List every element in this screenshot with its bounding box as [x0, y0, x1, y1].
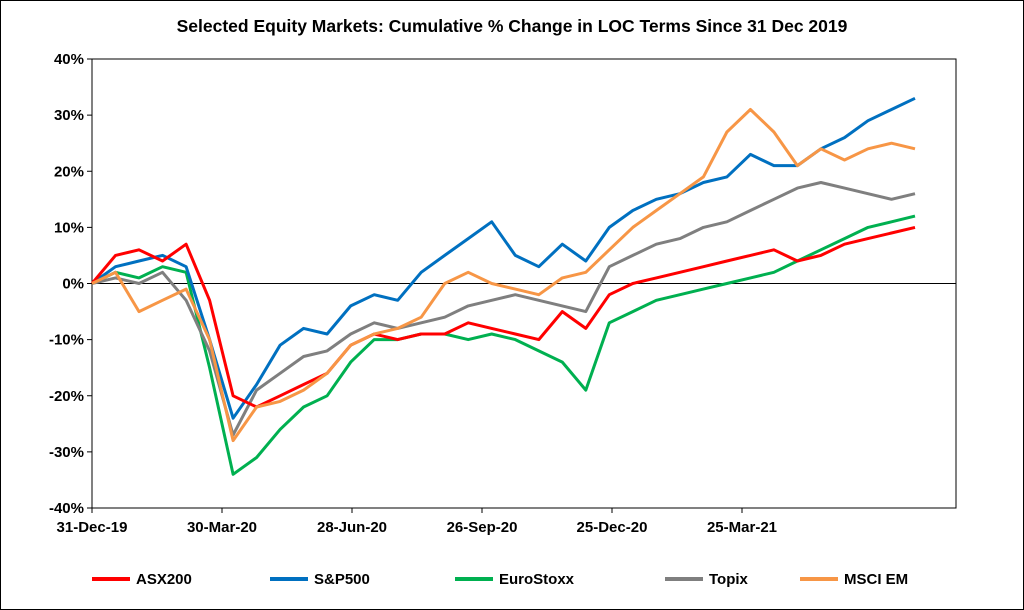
- series-line-asx200: [90, 225, 916, 409]
- legend-label: ASX200: [136, 570, 192, 588]
- y-tick-label: 0%: [62, 276, 84, 293]
- series-line-s-p500: [91, 96, 916, 420]
- y-tick-label: 20%: [54, 163, 84, 180]
- y-tick-label: -10%: [49, 332, 84, 349]
- series-line-msci-em: [91, 108, 916, 443]
- legend-swatch: [800, 577, 838, 581]
- legend-label: Topix: [709, 570, 748, 588]
- legend-swatch: [665, 577, 703, 581]
- legend-swatch: [455, 577, 493, 581]
- legend: ASX200 S&P500 EuroStoxx Topix MSCI EM: [0, 566, 1024, 592]
- x-tick-label: 25-Dec-20: [577, 519, 648, 536]
- y-tick-label: 10%: [54, 219, 84, 236]
- y-tick-label: -30%: [49, 444, 84, 461]
- legend-item: ASX200: [92, 566, 192, 592]
- x-tick-label: 28-Jun-20: [317, 519, 387, 536]
- legend-item: S&P500: [270, 566, 370, 592]
- legend-item: Topix: [665, 566, 748, 592]
- legend-swatch: [92, 577, 130, 581]
- legend-label: S&P500: [314, 570, 370, 588]
- x-tick-label: 31-Dec-19: [57, 519, 128, 536]
- y-tick-label: 30%: [54, 107, 84, 124]
- legend-label: EuroStoxx: [499, 570, 575, 588]
- legend-item: MSCI EM: [800, 566, 908, 592]
- x-tick-label: 26-Sep-20: [447, 519, 518, 536]
- x-tick-label: 30-Mar-20: [187, 519, 257, 536]
- chart-title: Selected Equity Markets: Cumulative % Ch…: [176, 16, 848, 36]
- y-axis: -40% -30% -20% -10% 0% 10% 20% 30% 40%: [49, 51, 92, 517]
- legend-label: MSCI EM: [844, 570, 909, 588]
- x-tick-label: 25-Mar-21: [707, 519, 777, 536]
- series-lines: [90, 96, 916, 476]
- y-tick-label: -20%: [49, 388, 84, 405]
- series-line-eurostoxx: [91, 214, 916, 476]
- legend-item: EuroStoxx: [455, 566, 574, 592]
- y-tick-label: 40%: [54, 51, 84, 68]
- y-tick-label: -40%: [49, 500, 84, 517]
- x-axis: 31-Dec-19 30-Mar-20 28-Jun-20 26-Sep-20 25-D…: [57, 508, 777, 536]
- legend-swatch: [270, 577, 308, 581]
